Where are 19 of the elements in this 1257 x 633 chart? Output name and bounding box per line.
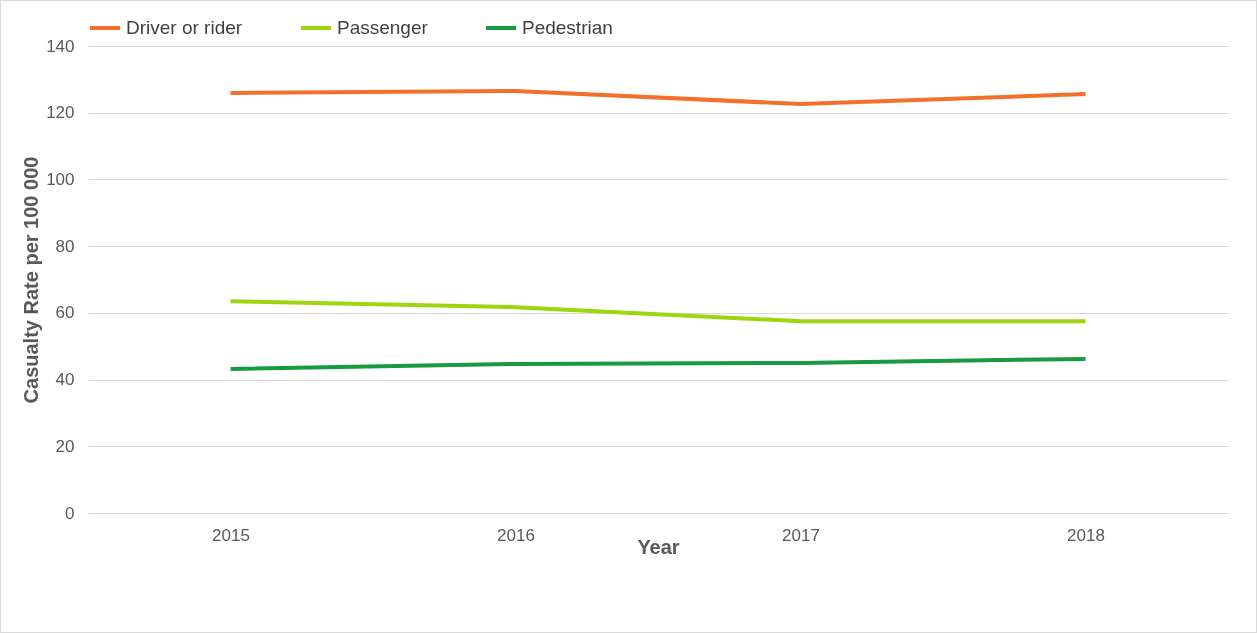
y-tick-label: 120: [46, 103, 75, 123]
y-tick-label: 80: [55, 236, 75, 256]
legend-label: Driver or rider: [126, 17, 243, 38]
y-tick-label: 100: [46, 169, 75, 189]
y-tick-label: 0: [65, 503, 75, 523]
x-axis-title: Year: [637, 535, 680, 558]
line-series: [228, 89, 1088, 107]
x-tick-label: 2017: [782, 525, 820, 545]
y-axis-title: Casualty Rate per 100 000: [20, 156, 43, 404]
x-tick-label: 2015: [212, 525, 250, 545]
line-series: [228, 356, 1088, 371]
y-tick-label: 60: [55, 303, 75, 323]
y-tick-label: 20: [55, 436, 75, 456]
legend-label: Passenger: [337, 17, 429, 38]
legend-label: Pedestrian: [522, 17, 613, 38]
x-tick-label: 2016: [497, 525, 535, 545]
x-tick-label: 2018: [1067, 525, 1105, 545]
y-tick-label: 40: [55, 370, 75, 390]
y-tick-label: 140: [46, 36, 75, 56]
